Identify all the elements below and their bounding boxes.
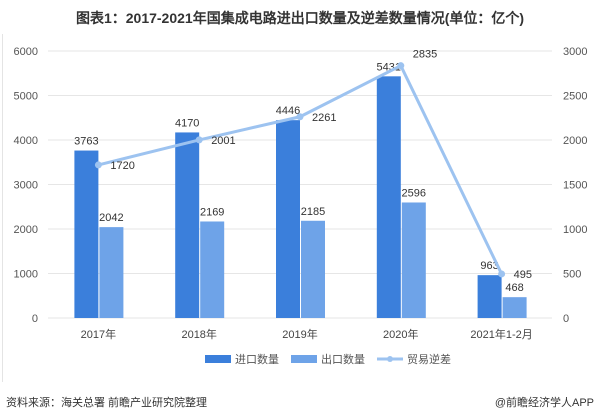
legend-label: 进口数量 bbox=[235, 353, 279, 366]
data-label-deficit: 2261 bbox=[312, 112, 336, 124]
y-left-tick-label: 0 bbox=[32, 313, 38, 325]
data-label-import: 4170 bbox=[175, 117, 199, 129]
line-point bbox=[397, 62, 405, 70]
legend-label: 贸易逆差 bbox=[407, 352, 451, 366]
data-label-deficit: 2835 bbox=[413, 49, 437, 61]
data-label-export: 2596 bbox=[402, 187, 426, 199]
line-point bbox=[296, 113, 304, 121]
bar-export bbox=[502, 297, 527, 318]
legend-swatch-marker bbox=[387, 356, 393, 362]
legend-swatch bbox=[291, 355, 317, 363]
y-right-tick-label: 1500 bbox=[563, 180, 587, 192]
chart: 0 1000 2000 3000 4000 5000 6000 0 500 1000 1500 200… bbox=[14, 46, 588, 366]
data-label-export: 468 bbox=[505, 282, 523, 294]
credit: @前瞻经济学人APP bbox=[494, 397, 594, 409]
chart-title: 图表1：2017-2021年国集成电路进出口数量及逆差数量情况(单位：亿个) bbox=[75, 10, 525, 26]
y-left-tick-label: 4000 bbox=[14, 135, 38, 147]
y-right-tick-label: 0 bbox=[563, 313, 569, 325]
legend-swatch bbox=[205, 355, 231, 363]
line-point bbox=[94, 161, 102, 169]
data-label-export: 2169 bbox=[200, 206, 224, 218]
y-left-tick-label: 5000 bbox=[14, 91, 38, 103]
bar-export bbox=[200, 221, 225, 318]
data-label-deficit: 1720 bbox=[110, 160, 134, 172]
data-label-deficit: 495 bbox=[514, 269, 532, 281]
y-left-tick-label: 2000 bbox=[14, 224, 38, 236]
x-tick-label: 2017年 bbox=[81, 327, 116, 341]
data-label-import: 963 bbox=[480, 260, 498, 272]
y-left-tick-label: 3000 bbox=[14, 180, 38, 192]
bar-import bbox=[376, 76, 401, 319]
y-right-tick-label: 3000 bbox=[563, 46, 587, 58]
y-right-tick-label: 2000 bbox=[563, 135, 587, 147]
source-note: 资料来源：海关总署 前瞻产业研究院整理 bbox=[6, 397, 208, 409]
x-tick-label: 2020年 bbox=[383, 327, 418, 341]
y-left-tick-label: 1000 bbox=[14, 269, 38, 281]
data-label-import: 3763 bbox=[74, 136, 98, 148]
y-right-tick-label: 1000 bbox=[563, 224, 587, 236]
bar-export bbox=[99, 227, 124, 318]
bar-export bbox=[401, 202, 426, 318]
chart-card bbox=[2, 34, 599, 382]
line-point bbox=[498, 270, 506, 278]
legend-label: 出口数量 bbox=[321, 352, 365, 366]
bar-import bbox=[477, 275, 502, 318]
bar-import bbox=[276, 120, 300, 318]
data-label-import: 4446 bbox=[276, 105, 300, 117]
data-label-export: 2042 bbox=[99, 212, 123, 224]
data-label-export: 2185 bbox=[301, 206, 325, 218]
y-left-tick-label: 6000 bbox=[14, 46, 38, 58]
x-tick-label: 2019年 bbox=[282, 327, 317, 341]
bar-import bbox=[74, 150, 99, 318]
data-label-deficit: 2001 bbox=[211, 135, 235, 147]
bar-export bbox=[301, 220, 325, 318]
bar-import bbox=[175, 132, 200, 318]
y-right-tick-label: 2500 bbox=[563, 91, 587, 103]
x-tick-label: 2018年 bbox=[181, 327, 216, 341]
line-point bbox=[195, 136, 203, 144]
x-tick-label: 2021年1-2月 bbox=[470, 327, 532, 341]
y-right-tick-label: 500 bbox=[563, 269, 581, 281]
